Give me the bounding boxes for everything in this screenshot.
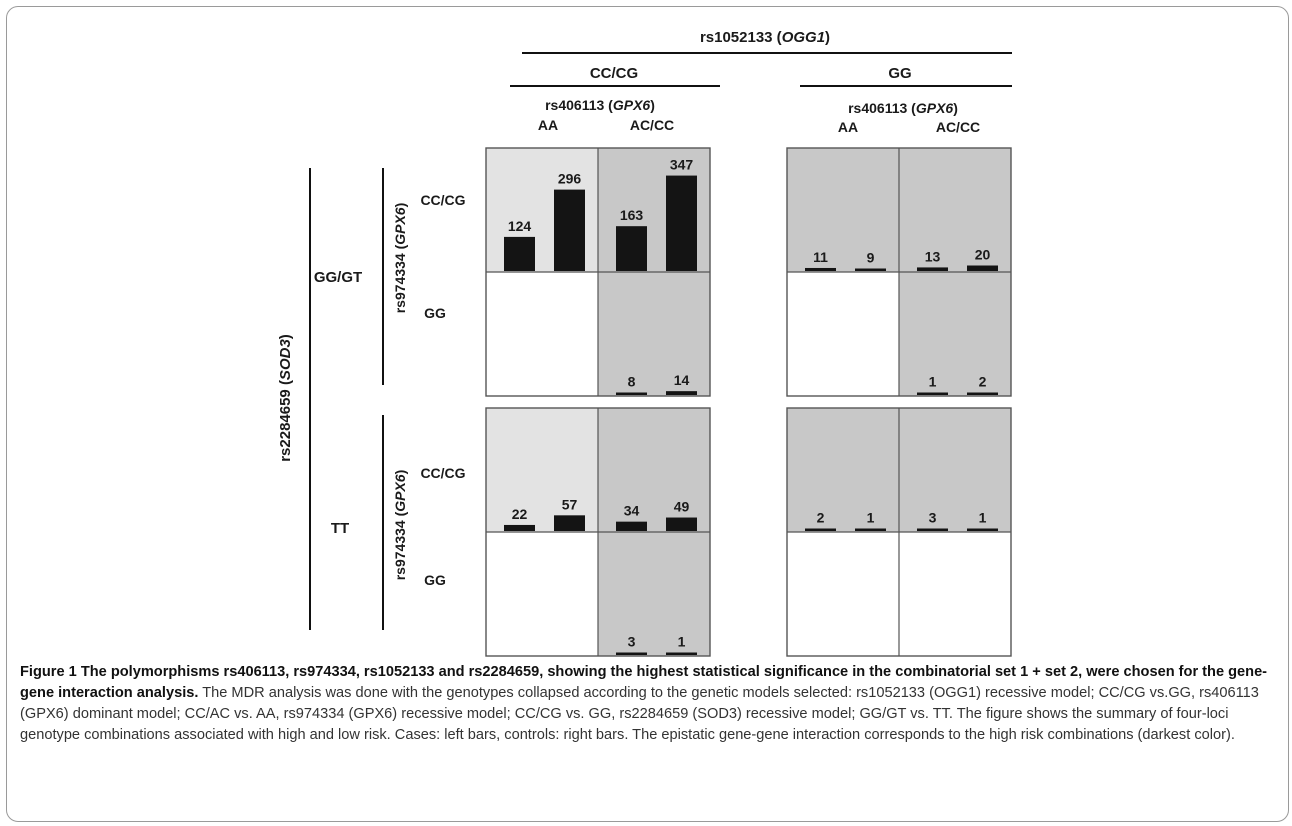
cell-12-background xyxy=(787,408,899,532)
cell-2-background xyxy=(486,272,598,396)
cell-9-controls-bar xyxy=(967,265,998,271)
cell-0-cases-bar xyxy=(504,236,535,271)
cell-11-controls-label: 2 xyxy=(979,374,987,390)
mdr-interaction-figure: rs1052133 (OGG1) CC/CG GG rs406113 (GPX6… xyxy=(277,29,1012,657)
cell-11-cases-bar xyxy=(917,392,948,395)
cell-13-cases-bar xyxy=(917,528,948,531)
cell-1-cases-bar xyxy=(616,226,647,271)
gpx6-406113-label-left: rs406113 (GPX6) xyxy=(545,97,655,113)
cell-4-controls-bar xyxy=(554,515,585,531)
cell-13-controls-label: 1 xyxy=(979,510,987,526)
cell-1-cases-label: 163 xyxy=(620,207,644,223)
cell-0-cases-label: 124 xyxy=(508,218,532,234)
gpx6-406113-aa-right: AA xyxy=(838,119,858,135)
panel-borders xyxy=(485,147,1012,657)
cell-8-cases-label: 11 xyxy=(813,249,828,265)
cell-12-cases-bar xyxy=(805,528,836,531)
gpx6-974334-label-top: rs974334 (GPX6) xyxy=(392,203,408,314)
cell-4-controls-label: 57 xyxy=(562,496,578,512)
figure-frame xyxy=(6,6,1289,822)
gpx6-974334-gg-top: GG xyxy=(424,305,446,321)
cell-3-background xyxy=(598,272,710,396)
cell-4-background xyxy=(486,408,598,532)
cell-7-controls-label: 1 xyxy=(678,634,686,650)
gpx6-406113-aa-left: AA xyxy=(538,117,558,133)
cell-11-cases-label: 1 xyxy=(929,374,937,390)
cell-4-cases-bar xyxy=(504,524,535,531)
gpx6-974334-cccg-bottom: CC/CG xyxy=(420,465,465,481)
cell-9-cases-label: 13 xyxy=(925,248,941,264)
cell-5-background xyxy=(598,408,710,532)
cell-14-background xyxy=(787,532,899,656)
cell-11-controls-bar xyxy=(967,392,998,395)
cell-12-cases-label: 2 xyxy=(817,510,825,526)
cell-4-cases-label: 22 xyxy=(512,506,528,522)
sod3-label: rs2284659 (SOD3) xyxy=(277,334,294,462)
cell-3-cases-bar xyxy=(616,392,647,395)
cell-3-cases-label: 8 xyxy=(628,374,636,390)
cell-1-controls-label: 347 xyxy=(670,157,694,173)
gpx6-974334-gg-bottom: GG xyxy=(424,572,446,588)
cell-12-controls-label: 1 xyxy=(867,510,875,526)
gpx6-974334-cccg-top: CC/CG xyxy=(420,192,465,208)
cell-5-controls-bar xyxy=(666,517,697,531)
cell-3-controls-label: 14 xyxy=(674,372,690,388)
cell-8-cases-bar xyxy=(805,267,836,271)
sod3-bottom-label: TT xyxy=(331,520,349,537)
cell-10-background xyxy=(787,272,899,396)
sod3-top-label: GG/GT xyxy=(314,269,362,286)
cell-5-cases-label: 34 xyxy=(624,503,640,519)
cell-7-background xyxy=(598,532,710,656)
cell-1-controls-bar xyxy=(666,175,697,271)
cell-13-controls-bar xyxy=(967,528,998,531)
ogg1-left-label: CC/CG xyxy=(590,65,638,82)
gpx6-406113-label-right: rs406113 (GPX6) xyxy=(848,100,958,116)
ogg1-right-label: GG xyxy=(888,65,911,82)
cell-8-background xyxy=(787,148,899,272)
cell-8-controls-label: 9 xyxy=(867,250,875,266)
cell-5-cases-bar xyxy=(616,521,647,531)
cell-0-controls-bar xyxy=(554,189,585,271)
cell-0-controls-label: 296 xyxy=(558,171,582,187)
cell-13-background xyxy=(899,408,1011,532)
gpx6-406113-accc-left: AC/CC xyxy=(630,117,674,133)
cell-9-background xyxy=(899,148,1011,272)
caption-title: Figure 1 The polymorphisms rs406113, rs9… xyxy=(20,664,1268,701)
cell-5-controls-label: 49 xyxy=(674,499,690,515)
cell-7-controls-bar xyxy=(666,652,697,655)
cell-15-background xyxy=(899,532,1011,656)
ogg1-label: rs1052133 (OGG1) xyxy=(700,29,830,46)
figure-caption: Figure 1 The polymorphisms rs406113, rs9… xyxy=(20,662,1275,746)
gpx6-406113-accc-right: AC/CC xyxy=(936,119,980,135)
cell-8-controls-bar xyxy=(855,268,886,271)
cell-6-background xyxy=(486,532,598,656)
cell-12-controls-bar xyxy=(855,528,886,531)
cell-9-controls-label: 20 xyxy=(975,247,991,263)
cell-3-controls-bar xyxy=(666,391,697,395)
cell-7-cases-label: 3 xyxy=(628,634,636,650)
caption-body: The MDR analysis was done with the genot… xyxy=(20,685,1259,743)
cell-7-cases-bar xyxy=(616,652,647,655)
gpx6-974334-label-bottom: rs974334 (GPX6) xyxy=(392,470,408,581)
cell-9-cases-bar xyxy=(917,267,948,271)
cell-13-cases-label: 3 xyxy=(929,510,937,526)
cell-11-background xyxy=(899,272,1011,396)
